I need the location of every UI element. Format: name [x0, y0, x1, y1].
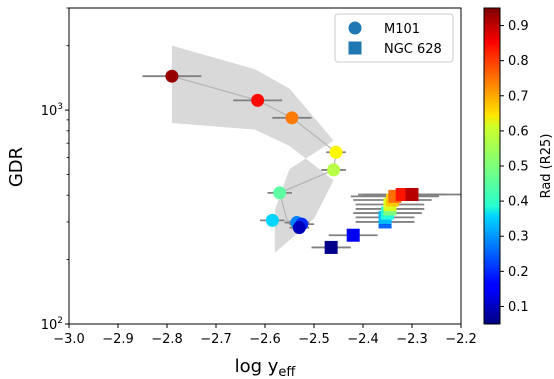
x-tick-label: −2.3 — [396, 332, 428, 347]
x-axis: −3.0 −2.9 −2.8 −2.7 −2.6 −2.5 −2.4 −2.3 −2.2 — [53, 324, 477, 347]
colorbar-gradient — [483, 7, 501, 325]
legend-box — [334, 13, 454, 63]
legend-label-m101: M101 — [384, 22, 420, 37]
colorbar: 0.1 0.2 0.3 0.4 0.5 0.6 0.7 0.8 0.9 Rad (R25) — [483, 7, 554, 325]
x-tick-label: −2.8 — [151, 332, 183, 347]
x-tick-label: −2.7 — [200, 332, 232, 347]
marker-ngc628-1 — [346, 228, 360, 242]
legend-square-marker — [348, 41, 362, 55]
y-tick-label: 103 — [41, 102, 63, 119]
x-tick-label: −2.6 — [249, 332, 281, 347]
colorbar-tick-label: 0.5 — [508, 160, 529, 175]
marker-ngc628-0 — [324, 240, 338, 254]
y-axis-label: GDR — [6, 147, 27, 187]
colorbar-tick-label: 0.3 — [508, 230, 529, 245]
colorbar-label: Rad (R25) — [539, 134, 554, 199]
x-tick-label: −2.9 — [102, 332, 134, 347]
colorbar-tick-label: 0.4 — [508, 195, 529, 210]
x-tick-label: −2.4 — [347, 332, 379, 347]
colorbar-tick-label: 0.9 — [508, 19, 529, 34]
marker-ngc628-10 — [405, 188, 419, 202]
x-tick-label: −3.0 — [53, 332, 85, 347]
colorbar-tick-label: 0.1 — [508, 300, 529, 315]
y-axis: 102 103 — [41, 7, 69, 333]
uncertainty-band — [171, 45, 334, 253]
colorbar-ticks: 0.1 0.2 0.3 0.4 0.5 0.6 0.7 0.8 0.9 — [500, 19, 529, 315]
marker-m101-6 — [265, 213, 279, 227]
data-markers — [165, 69, 419, 254]
colorbar-tick-label: 0.8 — [508, 54, 529, 69]
x-tick-label: −2.2 — [445, 332, 477, 347]
y-tick-label: 102 — [41, 316, 63, 333]
colorbar-tick-label: 0.6 — [508, 124, 529, 139]
legend-circle-marker — [348, 21, 362, 35]
marker-m101-4 — [327, 163, 341, 177]
colorbar-tick-label: 0.7 — [508, 89, 529, 104]
marker-m101-9 — [292, 221, 306, 235]
marker-m101-2 — [285, 111, 299, 125]
legend-label-ngc628: NGC 628 — [384, 42, 442, 57]
x-tick-label: −2.5 — [298, 332, 330, 347]
colorbar-tick-label: 0.2 — [508, 265, 529, 280]
marker-m101-3 — [329, 145, 343, 159]
marker-m101-0 — [165, 69, 179, 83]
marker-m101-1 — [251, 93, 265, 107]
marker-m101-5 — [273, 186, 287, 200]
x-axis-label: log yeff — [235, 356, 297, 379]
x-axis-label-subscript: eff — [278, 365, 296, 379]
legend: M101 NGC 628 — [334, 13, 454, 63]
marker-ngc628-9 — [395, 188, 409, 202]
plot-area: −3.0 −2.9 −2.8 −2.7 −2.6 −2.5 −2.4 −2.3 −2.2 102… — [6, 7, 477, 379]
